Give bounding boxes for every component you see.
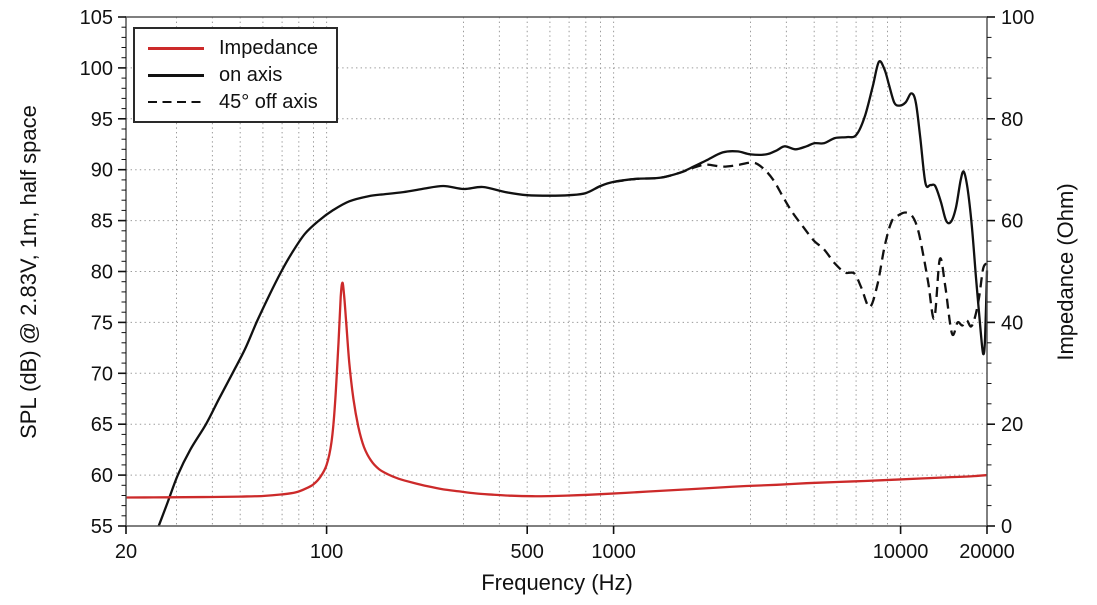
right-tick-label: 60 bbox=[1001, 211, 1023, 233]
left-tick-label: 70 bbox=[91, 363, 113, 385]
left-axis-title: SPL (dB) @ 2.83V, 1m, half space bbox=[16, 105, 41, 439]
right-tick-label: 80 bbox=[1001, 109, 1023, 131]
left-tick-label: 90 bbox=[91, 160, 113, 182]
x-axis-title: Frequency (Hz) bbox=[481, 570, 633, 595]
impedance-line-sample bbox=[148, 46, 204, 50]
right-tick-label: 100 bbox=[1001, 7, 1034, 29]
on-axis-line-sample bbox=[148, 73, 204, 77]
legend-item-on-axis: on axis bbox=[148, 63, 318, 87]
impedance-curve bbox=[125, 281, 988, 499]
tick-labels: 55 60 65 70 75 80 85 90 95 100 105 0 20 40 60 80 100 20 10… bbox=[80, 7, 1035, 563]
left-tick-label: 80 bbox=[91, 262, 113, 284]
right-tick-label: 0 bbox=[1001, 516, 1012, 538]
left-tick-label: 95 bbox=[91, 109, 113, 131]
left-tick-label: 55 bbox=[91, 516, 113, 538]
left-tick-label: 65 bbox=[91, 414, 113, 436]
left-tick-label: 85 bbox=[91, 211, 113, 233]
bottom-tick-label: 20000 bbox=[959, 541, 1015, 563]
legend-label-off-axis: 45° off axis bbox=[219, 91, 318, 113]
legend-label-impedance: Impedance bbox=[219, 37, 318, 59]
left-tick-label: 60 bbox=[91, 465, 113, 487]
legend-item-impedance: Impedance bbox=[148, 36, 318, 60]
bottom-tick-label: 100 bbox=[310, 541, 343, 563]
on-axis-curve bbox=[157, 60, 989, 527]
bottom-tick-label: 10000 bbox=[873, 541, 929, 563]
legend: Impedance on axis 45° off axis bbox=[133, 27, 338, 123]
off-axis-curve bbox=[613, 161, 988, 337]
bottom-tick-label: 20 bbox=[115, 541, 137, 563]
right-tick-label: 40 bbox=[1001, 312, 1023, 334]
axis-ticks bbox=[118, 16, 995, 534]
right-axis-title: Impedance (Ohm) bbox=[1053, 183, 1078, 361]
legend-item-off-axis: 45° off axis bbox=[148, 90, 318, 114]
left-tick-label: 105 bbox=[80, 7, 113, 29]
left-tick-label: 100 bbox=[80, 58, 113, 80]
left-tick-label: 75 bbox=[91, 312, 113, 334]
curves bbox=[125, 60, 989, 527]
bottom-tick-label: 500 bbox=[511, 541, 544, 563]
legend-label-on-axis: on axis bbox=[219, 64, 283, 86]
right-tick-label: 20 bbox=[1001, 414, 1023, 436]
bottom-tick-label: 1000 bbox=[591, 541, 636, 563]
off-axis-line-sample bbox=[148, 100, 204, 104]
